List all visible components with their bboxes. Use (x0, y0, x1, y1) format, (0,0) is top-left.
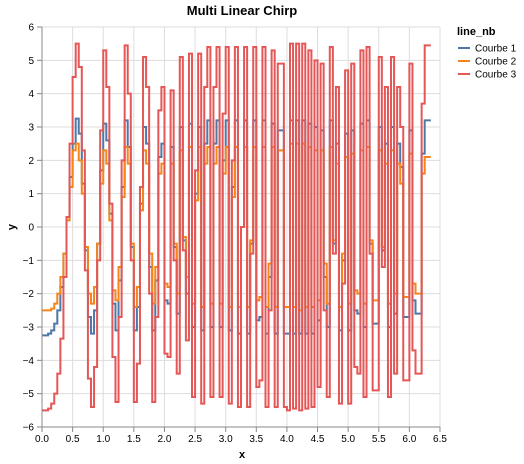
x-tick-label: 4.5 (311, 434, 325, 445)
axes: 0.0 0.5 1.0 1.5 2.0 2.5 3.0 3.5 4.0 4.5 5.0 5.5 6.0 6… (23, 23, 448, 446)
x-tick-label: 6.0 (402, 434, 416, 445)
x-tick-label: 1.5 (127, 434, 141, 445)
y-tick-label: −6 (23, 423, 35, 434)
y-tick-label: −2 (23, 289, 35, 300)
y-tick-label: −5 (23, 389, 35, 400)
x-axis-title: x (239, 449, 246, 461)
x-tick-label: 0.0 (35, 434, 49, 445)
y-axis-title: y (6, 223, 18, 230)
x-tick-label: 3.0 (219, 434, 233, 445)
y-tick-label: 2 (28, 156, 34, 167)
x-tick-label: 0.5 (66, 434, 80, 445)
x-tick-label: 5.5 (372, 434, 386, 445)
x-tick-label: 1.0 (96, 434, 110, 445)
y-tick-label: 6 (28, 23, 34, 34)
y-tick-label: 5 (28, 56, 34, 67)
legend: line_nb Courbe 1 Courbe 2 Courbe 3 (457, 26, 517, 81)
y-tick-label: 1 (28, 189, 34, 200)
chart-title: Multi Linear Chirp (187, 3, 298, 18)
x-tick-label: 2.5 (188, 434, 202, 445)
legend-title: line_nb (457, 26, 496, 38)
y-tick-label: 0 (28, 223, 34, 234)
y-tick-label: 3 (28, 123, 34, 134)
series-line-3 (42, 42, 431, 412)
x-tick-label: 5.0 (341, 434, 355, 445)
legend-label: Courbe 1 (475, 44, 517, 55)
y-tick-label: −4 (23, 356, 35, 367)
x-tick-label: 4.0 (280, 434, 294, 445)
x-tick-label: 2.0 (158, 434, 172, 445)
y-tick-label: −3 (23, 323, 35, 334)
y-tick-label: 4 (28, 89, 34, 100)
x-tick-label: 3.5 (249, 434, 263, 445)
legend-label: Courbe 3 (475, 70, 517, 81)
legend-label: Courbe 2 (475, 57, 517, 68)
y-tick-label: −1 (23, 256, 35, 267)
plot-area (42, 42, 431, 412)
x-tick-label: 6.5 (433, 434, 447, 445)
